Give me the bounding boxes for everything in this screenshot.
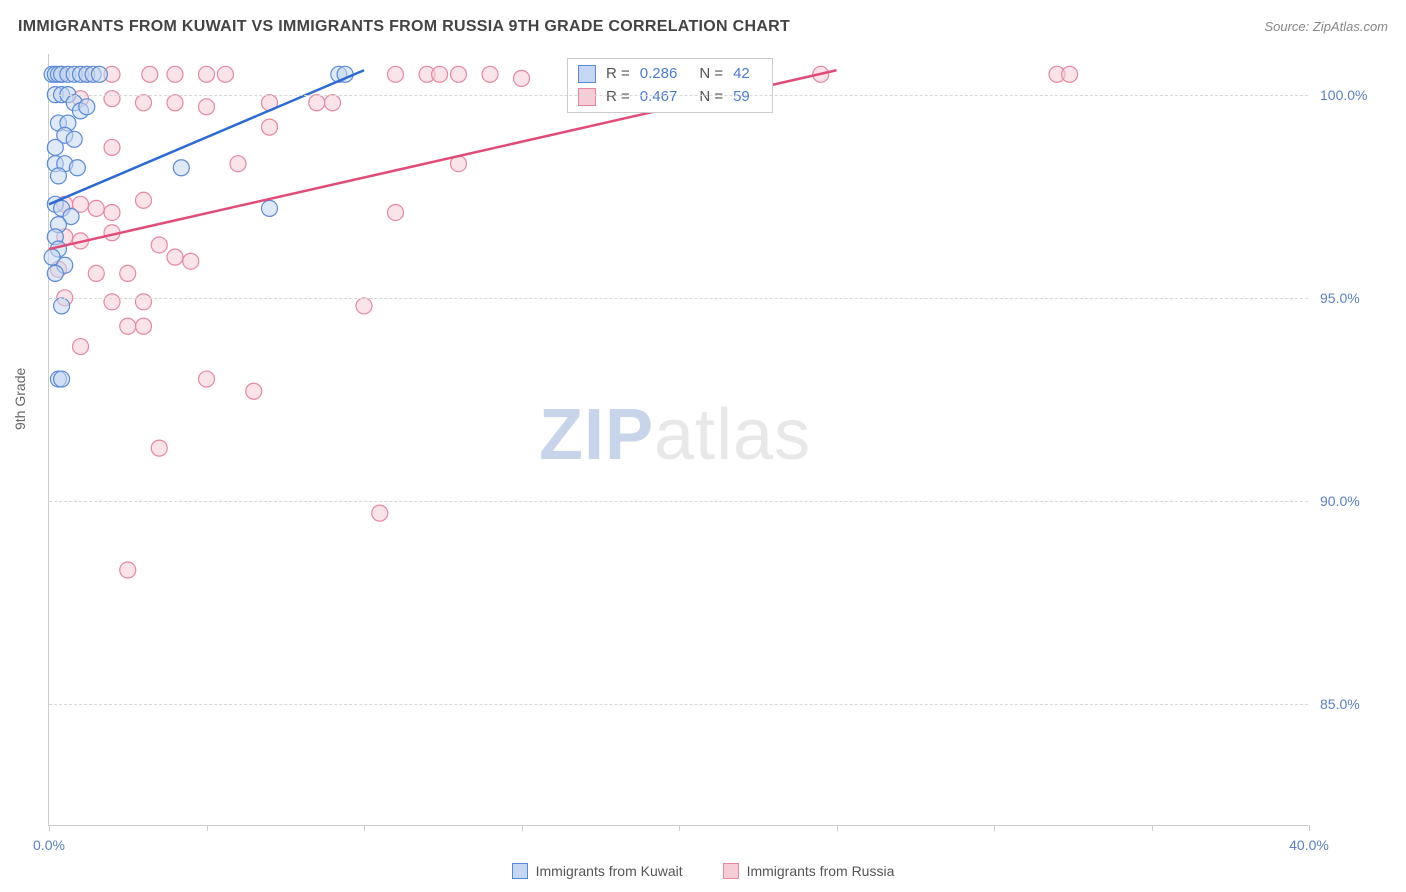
scatter-point-russia bbox=[388, 66, 404, 82]
scatter-point-kuwait bbox=[173, 160, 189, 176]
russia-n-value: 59 bbox=[733, 86, 750, 109]
scatter-point-russia bbox=[104, 294, 120, 310]
bottom-legend: Immigrants from Kuwait Immigrants from R… bbox=[0, 863, 1406, 882]
scatter-point-russia bbox=[356, 298, 372, 314]
r-label: R = bbox=[606, 63, 630, 86]
scatter-point-russia bbox=[199, 99, 215, 115]
scatter-point-russia bbox=[217, 66, 233, 82]
legend-label: Immigrants from Russia bbox=[747, 863, 895, 879]
swatch-kuwait-icon bbox=[512, 863, 528, 879]
scatter-point-russia bbox=[246, 383, 262, 399]
scatter-point-russia bbox=[262, 119, 278, 135]
scatter-point-russia bbox=[104, 139, 120, 155]
scatter-point-russia bbox=[104, 91, 120, 107]
xtick bbox=[207, 825, 208, 831]
scatter-point-kuwait bbox=[54, 371, 70, 387]
gridline bbox=[49, 704, 1308, 705]
scatter-point-russia bbox=[199, 371, 215, 387]
ytick-label: 95.0% bbox=[1320, 290, 1390, 306]
stats-row-kuwait: R = 0.286 N = 42 bbox=[578, 63, 762, 86]
scatter-point-russia bbox=[388, 204, 404, 220]
gridline bbox=[49, 501, 1308, 502]
scatter-point-russia bbox=[230, 156, 246, 172]
scatter-point-kuwait bbox=[66, 131, 82, 147]
n-label: N = bbox=[699, 86, 723, 109]
scatter-point-russia bbox=[136, 294, 152, 310]
xtick bbox=[837, 825, 838, 831]
xtick-label: 0.0% bbox=[33, 837, 65, 853]
scatter-point-russia bbox=[104, 204, 120, 220]
scatter-point-russia bbox=[1062, 66, 1078, 82]
russia-r-value: 0.467 bbox=[640, 86, 678, 109]
scatter-point-russia bbox=[183, 253, 199, 269]
scatter-point-russia bbox=[151, 440, 167, 456]
ytick-label: 90.0% bbox=[1320, 493, 1390, 509]
legend-item-kuwait: Immigrants from Kuwait bbox=[512, 863, 683, 879]
scatter-point-kuwait bbox=[47, 265, 63, 281]
n-label: N = bbox=[699, 63, 723, 86]
legend-label: Immigrants from Kuwait bbox=[536, 863, 683, 879]
scatter-point-russia bbox=[136, 318, 152, 334]
scatter-point-russia bbox=[88, 200, 104, 216]
scatter-point-russia bbox=[151, 237, 167, 253]
scatter-point-russia bbox=[482, 66, 498, 82]
ytick-label: 100.0% bbox=[1320, 87, 1390, 103]
xtick bbox=[994, 825, 995, 831]
scatter-point-russia bbox=[136, 95, 152, 111]
stats-row-russia: R = 0.467 N = 59 bbox=[578, 86, 762, 109]
scatter-point-kuwait bbox=[79, 99, 95, 115]
scatter-point-russia bbox=[142, 66, 158, 82]
xtick bbox=[1309, 825, 1310, 831]
scatter-point-kuwait bbox=[91, 66, 107, 82]
scatter-point-russia bbox=[514, 70, 530, 86]
swatch-russia-icon bbox=[578, 88, 596, 106]
scatter-point-russia bbox=[372, 505, 388, 521]
gridline bbox=[49, 95, 1308, 96]
r-label: R = bbox=[606, 86, 630, 109]
kuwait-n-value: 42 bbox=[733, 63, 750, 86]
scatter-point-russia bbox=[120, 562, 136, 578]
source-attribution: Source: ZipAtlas.com bbox=[1264, 19, 1388, 34]
scatter-point-russia bbox=[136, 192, 152, 208]
scatter-point-russia bbox=[199, 66, 215, 82]
trend-line-kuwait bbox=[49, 70, 364, 204]
xtick bbox=[679, 825, 680, 831]
scatter-point-russia bbox=[88, 265, 104, 281]
chart-title: IMMIGRANTS FROM KUWAIT VS IMMIGRANTS FRO… bbox=[18, 18, 790, 36]
scatter-point-russia bbox=[325, 95, 341, 111]
kuwait-r-value: 0.286 bbox=[640, 63, 678, 86]
scatter-point-kuwait bbox=[262, 200, 278, 216]
scatter-point-russia bbox=[120, 265, 136, 281]
scatter-point-kuwait bbox=[69, 160, 85, 176]
gridline bbox=[49, 298, 1308, 299]
xtick bbox=[364, 825, 365, 831]
scatter-point-russia bbox=[167, 249, 183, 265]
scatter-point-russia bbox=[73, 339, 89, 355]
scatter-point-russia bbox=[167, 95, 183, 111]
scatter-point-russia bbox=[451, 66, 467, 82]
stats-legend-box: R = 0.286 N = 42 R = 0.467 N = 59 bbox=[567, 58, 773, 113]
scatter-point-russia bbox=[167, 66, 183, 82]
xtick-label: 40.0% bbox=[1289, 837, 1329, 853]
xtick bbox=[1152, 825, 1153, 831]
scatter-point-russia bbox=[309, 95, 325, 111]
plot-area: ZIPatlas R = 0.286 N = 42 R = 0.467 N = … bbox=[48, 54, 1308, 826]
xtick bbox=[522, 825, 523, 831]
scatter-point-kuwait bbox=[54, 298, 70, 314]
scatter-point-kuwait bbox=[47, 139, 63, 155]
swatch-russia-icon bbox=[723, 863, 739, 879]
swatch-kuwait-icon bbox=[578, 65, 596, 83]
xtick bbox=[49, 825, 50, 831]
scatter-point-russia bbox=[120, 318, 136, 334]
scatter-point-russia bbox=[432, 66, 448, 82]
ytick-label: 85.0% bbox=[1320, 696, 1390, 712]
scatter-svg bbox=[49, 54, 1308, 825]
title-bar: IMMIGRANTS FROM KUWAIT VS IMMIGRANTS FRO… bbox=[18, 18, 1388, 36]
scatter-point-kuwait bbox=[50, 168, 66, 184]
legend-item-russia: Immigrants from Russia bbox=[723, 863, 895, 879]
y-axis-label: 9th Grade bbox=[12, 368, 28, 430]
